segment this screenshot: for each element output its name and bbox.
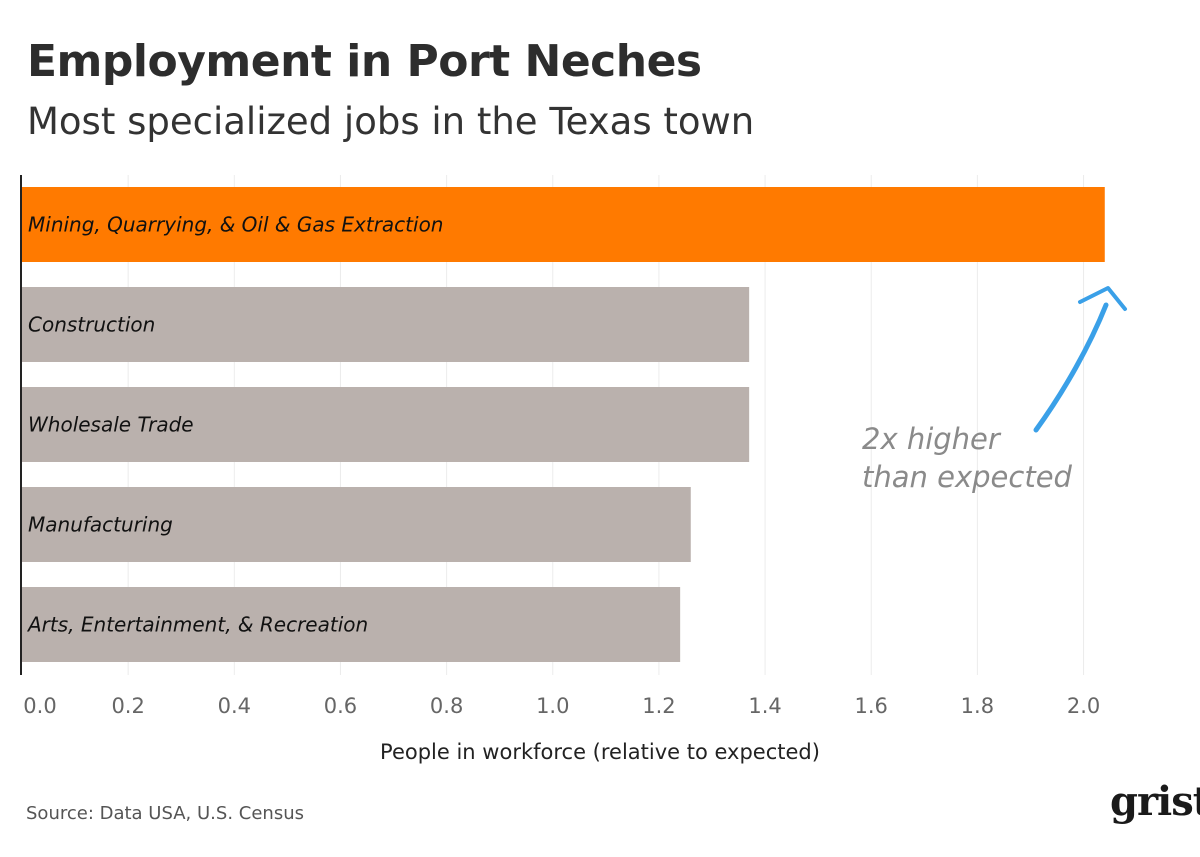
bar — [22, 387, 750, 462]
category-label: Manufacturing — [28, 513, 173, 537]
bar — [22, 487, 691, 562]
x-tick-label: 0.6 — [324, 694, 357, 718]
x-axis-label: People in workforce (relative to expecte… — [380, 740, 820, 764]
source-note: Source: Data USA, U.S. Census — [26, 803, 304, 824]
x-tick-label: 0.0 — [23, 694, 56, 718]
x-tick-label: 0.8 — [430, 694, 463, 718]
annotation-text-line1: 2x higher — [862, 422, 1002, 456]
bars-group: Mining, Quarrying, & Oil & Gas Extractio… — [22, 187, 1105, 662]
bar — [22, 287, 750, 362]
bar — [22, 187, 1105, 262]
category-label: Construction — [28, 313, 155, 337]
bar — [22, 587, 681, 662]
x-tick-label: 0.4 — [218, 694, 251, 718]
x-tick-label: 2.0 — [1067, 694, 1100, 718]
category-label: Mining, Quarrying, & Oil & Gas Extractio… — [28, 213, 443, 237]
chart-title: Employment in Port Neches — [27, 36, 702, 87]
annotation: 2x higher than expected — [862, 286, 1127, 494]
category-label: Arts, Entertainment, & Recreation — [26, 613, 368, 637]
x-tick-label: 1.4 — [748, 694, 781, 718]
annotation-arrow — [1033, 302, 1109, 433]
x-tick-label: 1.6 — [855, 694, 888, 718]
grist-logo: grist — [1110, 778, 1200, 825]
x-tick-label: 0.2 — [111, 694, 144, 718]
x-tick-label: 1.8 — [961, 694, 994, 718]
category-label: Wholesale Trade — [28, 413, 194, 437]
x-tick-label: 1.2 — [642, 694, 675, 718]
annotation-arrowhead — [1078, 286, 1127, 311]
x-ticks-group: 0.0 0.2 0.4 0.6 0.8 1.0 1.2 1.4 1.6 1.8 2.0 — [23, 694, 1100, 718]
chart-subtitle: Most specialized jobs in the Texas town — [27, 100, 755, 143]
x-tick-label: 1.0 — [536, 694, 569, 718]
annotation-text-line2: than expected — [862, 460, 1073, 494]
